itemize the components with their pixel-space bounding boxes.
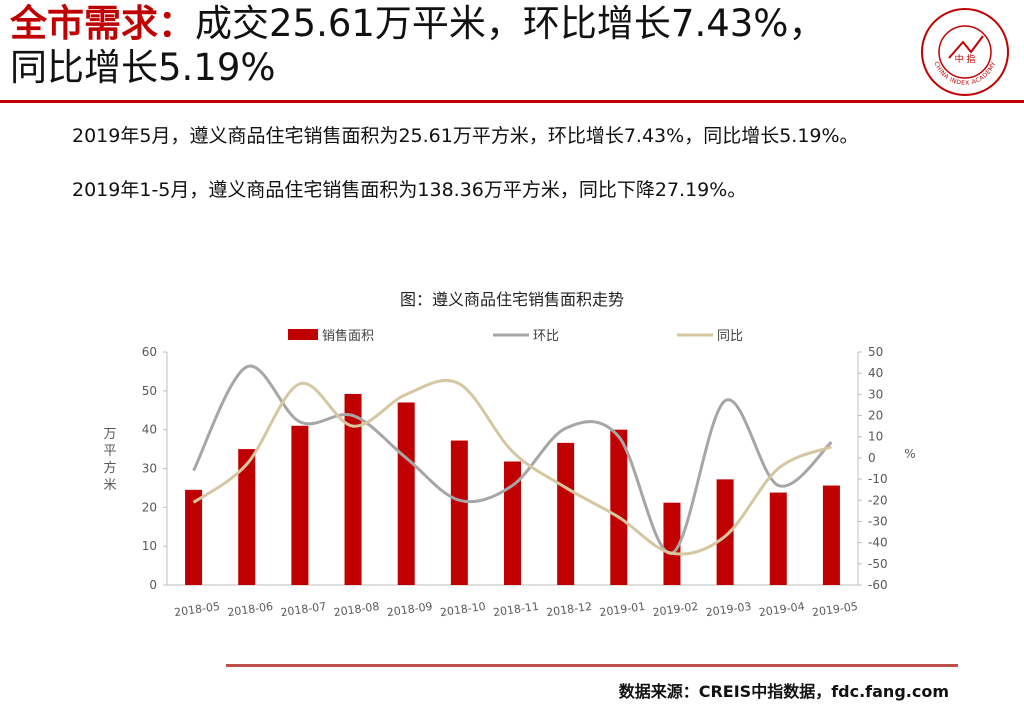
bar-2019-01 [610, 429, 628, 585]
y-axis-title-char: 平 [103, 444, 116, 459]
x-tick-label: 2018-10 [439, 600, 486, 619]
bar-2018-12 [557, 442, 575, 585]
bar-2018-05 [185, 489, 203, 585]
y2-tick-label: 20 [868, 409, 883, 423]
y-tick-label: 30 [142, 462, 157, 476]
x-tick-label: 2018-07 [280, 600, 327, 619]
y2-tick-label: -60 [868, 578, 888, 592]
y-tick-label: 60 [142, 345, 157, 359]
bar-2018-06 [238, 449, 256, 585]
bar-2019-04 [769, 492, 787, 585]
x-tick-label: 2018-12 [546, 600, 593, 619]
x-tick-label: 2018-05 [173, 600, 220, 619]
line-环比 [192, 364, 833, 555]
data-source: 数据来源：CREIS中指数据，fdc.fang.com [618, 682, 949, 701]
legend-label-line: 环比 [533, 329, 559, 344]
y-axis-title-char: 方 [103, 460, 116, 476]
summary-line-2: 2019年1-5月，遵义商品住宅销售面积为138.36万平方米，同比下降27.1… [72, 179, 747, 201]
y-tick-label: 0 [149, 578, 157, 592]
y2-tick-label: -40 [868, 536, 888, 550]
x-tick-label: 2019-04 [758, 600, 805, 619]
bar-2018-08 [344, 393, 362, 585]
bar-2018-11 [504, 461, 521, 585]
bar-2018-07 [291, 425, 309, 585]
y-axis-title-char: 万 [103, 427, 116, 442]
y2-tick-label: -50 [868, 557, 888, 571]
x-tick-label: 2019-01 [599, 600, 646, 619]
y2-tick-label: -20 [868, 493, 888, 507]
y2-tick-label: -10 [868, 472, 888, 486]
x-tick-label: 2019-02 [652, 600, 699, 619]
y-axis-title-char: 米 [103, 478, 116, 493]
legend-swatch-bar [288, 329, 318, 340]
x-tick-label: 2018-09 [386, 600, 433, 619]
summary-line-1: 2019年5月，遵义商品住宅销售面积为25.61万平方米，环比增长7.43%，同… [72, 125, 859, 147]
logo-center-text: 中 指 [955, 53, 976, 65]
x-tick-label: 2019-03 [705, 600, 752, 619]
title-line2: 同比增长5.19% [10, 46, 276, 89]
bar-2019-03 [716, 479, 734, 585]
china-index-academy-logo: 中 指 CHINA INDEX ACADEMY [921, 8, 1009, 96]
bar-2018-10 [450, 440, 468, 585]
page-title: 全市需求：成交25.61万平米，环比增长7.43%， 同比增长5.19% [10, 2, 910, 90]
bar-2019-02 [663, 502, 681, 585]
x-tick-label: 2018-11 [492, 600, 539, 619]
chart-title: 图：遵义商品住宅销售面积走势 [399, 290, 624, 309]
y2-tick-label: 30 [868, 387, 883, 401]
title-divider [0, 100, 1024, 103]
title-accent: 全市需求： [10, 2, 195, 45]
legend-label-line: 同比 [717, 329, 743, 344]
bar-2018-09 [397, 402, 415, 585]
bar-2019-05 [822, 485, 840, 585]
y2-tick-label: 40 [868, 366, 883, 380]
source-divider [226, 664, 958, 667]
line-同比 [192, 378, 832, 556]
x-tick-label: 2019-05 [811, 600, 858, 619]
x-tick-label: 2018-06 [227, 600, 274, 619]
y-tick-label: 10 [142, 539, 157, 553]
x-tick-label: 2018-08 [333, 600, 380, 619]
y-tick-label: 20 [142, 500, 157, 514]
y2-tick-label: 10 [868, 430, 883, 444]
y2-tick-label: 50 [868, 345, 883, 359]
y2-tick-label: 0 [868, 451, 876, 465]
y2-tick-label: -30 [868, 514, 888, 528]
y-tick-label: 40 [142, 423, 157, 437]
legend-label-bar: 销售面积 [322, 328, 374, 344]
y-tick-label: 50 [142, 384, 157, 398]
y2-axis-title: % [904, 447, 915, 461]
title-line1: 成交25.61万平米，环比增长7.43%， [195, 2, 826, 45]
